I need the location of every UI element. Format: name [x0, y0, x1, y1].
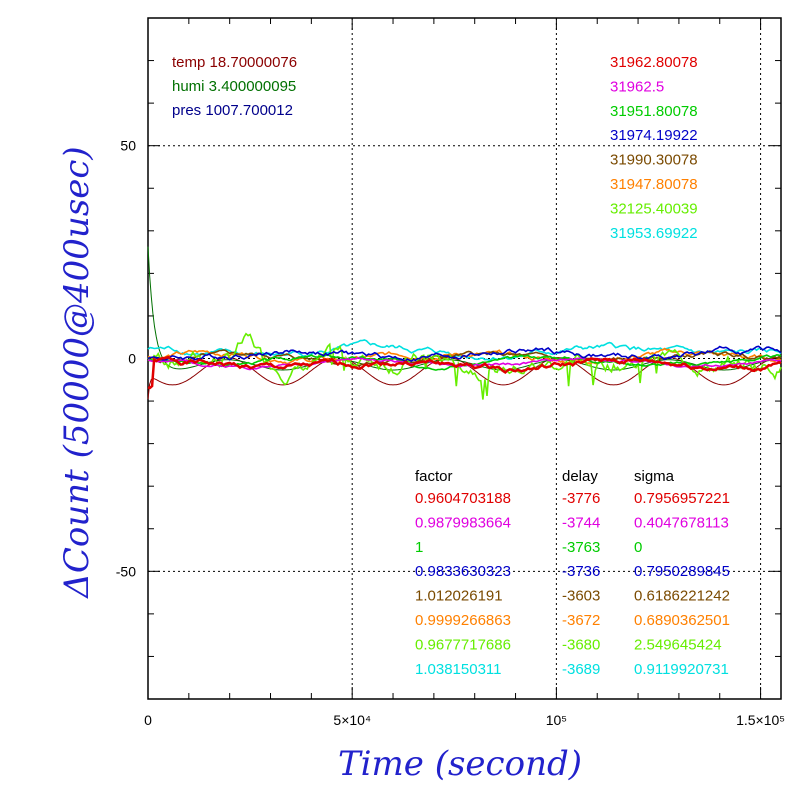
table-cell-factor: 1 — [415, 539, 423, 556]
table-cell-sigma: 0 — [634, 539, 642, 556]
table-cell-delay: -3736 — [562, 563, 600, 580]
table-cell-sigma: 0.7956957221 — [634, 490, 730, 507]
ticks — [147, 17, 781, 700]
series-line-7 — [147, 345, 782, 363]
env-label-humi: humi 3.400000095 — [172, 78, 296, 95]
y-tick-label: 50 — [120, 138, 136, 154]
table-cell-delay: -3689 — [562, 661, 600, 678]
tick-labels: 0 5×10⁴ 10⁵ 1.5×10⁵ 50 0 -50 — [116, 138, 785, 728]
table-cell-sigma: 2.549645424 — [634, 636, 722, 653]
table-cell-sigma: 0.6186221242 — [634, 588, 730, 605]
table-cell-factor: 0.9833630323 — [415, 563, 511, 580]
series-lines — [147, 332, 782, 400]
series-line-4 — [147, 332, 782, 400]
table-cell-sigma: 0.6890362501 — [634, 612, 730, 629]
env-legend: temp 18.70000076 humi 3.400000095 pres 100… — [172, 54, 297, 119]
x-tick-label: 0 — [144, 712, 152, 728]
table-cell-sigma: 0.9119920731 — [634, 661, 729, 678]
mean-label: 31947.80078 — [610, 176, 698, 193]
table-cell-delay: -3672 — [562, 612, 600, 629]
env-label-temp: temp 18.70000076 — [172, 54, 297, 71]
table-cell-sigma: 0.7950289845 — [634, 563, 730, 580]
mean-label: 31962.5 — [610, 78, 664, 95]
y-tick-label: -50 — [116, 563, 136, 579]
mean-label: 32125.40039 — [610, 200, 698, 217]
table-cell-delay: -3744 — [562, 514, 600, 531]
table-cell-delay: -3776 — [562, 490, 600, 507]
table-header-sigma: sigma — [634, 468, 675, 485]
x-tick-label: 1.5×10⁵ — [736, 712, 785, 728]
mean-label: 31990.30078 — [610, 152, 698, 169]
table-cell-factor: 0.9604703188 — [415, 490, 511, 507]
table-cell-factor: 0.9999266863 — [415, 612, 511, 629]
table-header-delay: delay — [562, 468, 598, 485]
table-cell-delay: -3680 — [562, 636, 600, 653]
means-legend: 31962.80078 31962.5 31951.80078 31974.19922… — [610, 54, 698, 242]
fit-table: factor delay sigma 0.9604703188 -3776 0.79569… — [415, 468, 730, 678]
mean-label: 31962.80078 — [610, 54, 698, 71]
x-axis-title: Time (second) — [338, 744, 582, 784]
mean-label: 31951.80078 — [610, 103, 698, 120]
table-cell-factor: 1.038150311 — [415, 661, 501, 678]
table-cell-factor: 1.012026191 — [415, 588, 503, 605]
table-cell-factor: 0.9677717686 — [415, 636, 511, 653]
mean-label: 31974.19922 — [610, 127, 698, 144]
x-tick-label: 10⁵ — [546, 712, 567, 728]
env-curve-humi — [147, 246, 781, 371]
y-tick-label: 0 — [128, 351, 136, 367]
table-header-factor: factor — [415, 468, 453, 485]
table-cell-factor: 0.9879983664 — [415, 514, 511, 531]
series-line-8 — [147, 355, 782, 390]
table-cell-delay: -3603 — [562, 588, 600, 605]
x-tick-label: 5×10⁴ — [333, 712, 371, 728]
mean-label: 31953.69922 — [610, 225, 698, 242]
table-cell-sigma: 0.4047678113 — [634, 514, 729, 531]
table-cell-delay: -3763 — [562, 539, 600, 556]
env-curve-temp — [147, 357, 781, 400]
env-curves — [147, 246, 781, 400]
env-label-pres: pres 1007.700012 — [172, 102, 293, 119]
y-axis-title: ΔCount (50000@400usec) — [57, 146, 97, 599]
